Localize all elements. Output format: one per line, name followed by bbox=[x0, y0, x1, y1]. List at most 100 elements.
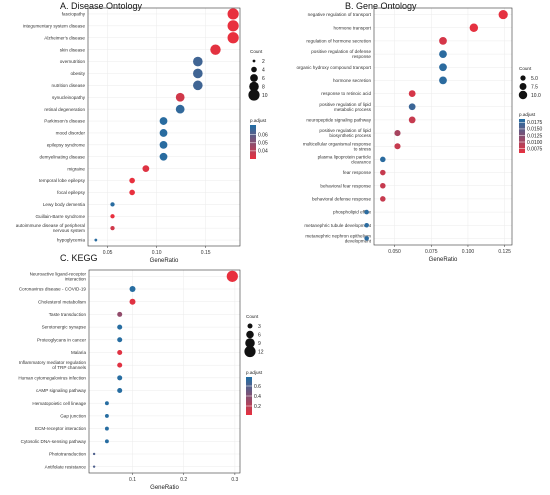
data-point bbox=[129, 189, 135, 196]
category-label: positive regulation of defense response bbox=[311, 49, 371, 59]
data-point bbox=[439, 63, 447, 72]
category-label: metanephric tubule development bbox=[304, 223, 371, 228]
category-label: hormone secretion bbox=[333, 78, 371, 83]
panel-title: C. KEGG bbox=[60, 253, 98, 263]
data-point bbox=[498, 9, 508, 20]
data-point bbox=[226, 270, 238, 282]
category-label: positive regulation of lipid biosynthetic… bbox=[319, 128, 371, 138]
category-label: regulation of hormone secretion bbox=[306, 39, 371, 44]
category-label: demyelinating disease bbox=[40, 154, 86, 159]
x-tick-label: 0.3 bbox=[231, 477, 238, 483]
data-point bbox=[117, 311, 123, 317]
data-point bbox=[117, 375, 123, 381]
count-legend-label: 2 bbox=[262, 59, 265, 65]
colorbar-tick-label: 0.6 bbox=[254, 384, 261, 390]
data-point bbox=[110, 214, 115, 219]
x-tick-label: 0.05 bbox=[103, 250, 113, 256]
data-point bbox=[92, 452, 96, 456]
category-label: Human cytomegalovirus infection bbox=[18, 375, 86, 380]
count-legend-dot bbox=[247, 323, 253, 329]
data-point bbox=[364, 236, 369, 241]
padjust-colorbar bbox=[250, 125, 256, 159]
data-point bbox=[129, 286, 136, 293]
padjust-legend-title: p.adjust bbox=[250, 118, 267, 123]
x-tick-label: 0.10 bbox=[152, 250, 162, 256]
data-point bbox=[117, 362, 123, 368]
data-point bbox=[104, 413, 109, 418]
x-tick-label: 0.075 bbox=[425, 249, 438, 255]
category-label: response to retinoic acid bbox=[321, 91, 371, 96]
data-point bbox=[227, 32, 239, 44]
count-legend-dot bbox=[249, 81, 259, 92]
colorbar-tick-label: 0.06 bbox=[258, 133, 268, 139]
count-legend-label: 10.0 bbox=[531, 93, 541, 99]
data-point bbox=[159, 152, 168, 161]
count-legend-label: 8 bbox=[262, 84, 265, 90]
padjust-colorbar bbox=[519, 119, 525, 153]
category-label: behavioral fear response bbox=[320, 183, 371, 188]
data-point bbox=[439, 50, 447, 58]
data-point bbox=[175, 104, 185, 114]
category-label: Parkinson's disease bbox=[44, 119, 85, 124]
data-point bbox=[380, 196, 386, 202]
category-label: multicellular organismal response to stre… bbox=[303, 141, 372, 151]
category-label: Guillain-Barre syndrome bbox=[35, 214, 85, 219]
count-legend-dot bbox=[519, 83, 527, 90]
category-label: plasma lipoprotein particle clearance bbox=[318, 154, 372, 164]
category-label: Lewy body dementia bbox=[43, 202, 86, 207]
x-tick-label: 0.100 bbox=[462, 249, 475, 255]
category-label: Taste transduction bbox=[49, 312, 87, 317]
category-label: Gap junction bbox=[60, 414, 86, 419]
category-label: negative regulation of transport bbox=[308, 12, 372, 17]
category-label: Cytosolic DNA-sensing pathway bbox=[21, 439, 87, 444]
colorbar-tick-label: 0.0150 bbox=[527, 127, 543, 133]
data-point bbox=[159, 129, 168, 137]
colorbar-tick-label: 0.2 bbox=[254, 404, 261, 410]
data-point bbox=[104, 426, 109, 431]
data-point bbox=[408, 116, 416, 124]
count-legend-dot bbox=[248, 89, 260, 101]
colorbar-tick-label: 0.0125 bbox=[527, 133, 543, 139]
plot-frame bbox=[88, 269, 241, 474]
data-point bbox=[129, 298, 136, 305]
count-legend-label: 4 bbox=[262, 67, 265, 73]
category-label: mood disorder bbox=[56, 131, 86, 136]
category-label: Proteoglycans in cancer bbox=[37, 337, 86, 342]
count-legend-label: 6 bbox=[262, 76, 265, 82]
category-label: fear response bbox=[343, 170, 372, 175]
count-legend-label: 10 bbox=[262, 93, 268, 99]
count-legend-dot bbox=[246, 330, 254, 339]
colorbar-tick-label: 0.4 bbox=[254, 394, 261, 400]
category-label: integumentary system disease bbox=[23, 23, 85, 28]
category-label: Cholesterol metabolism bbox=[38, 299, 86, 304]
x-axis-title: GeneRatio bbox=[150, 258, 179, 264]
data-point bbox=[193, 68, 203, 79]
data-point bbox=[159, 117, 168, 125]
count-legend-dot bbox=[244, 345, 256, 358]
data-point bbox=[104, 439, 109, 444]
data-point bbox=[380, 169, 386, 176]
count-legend-label: 5.0 bbox=[531, 76, 538, 82]
data-point bbox=[94, 238, 98, 242]
data-point bbox=[408, 90, 416, 97]
colorbar-tick-label: 0.0075 bbox=[527, 146, 543, 152]
count-legend-title: Count bbox=[519, 66, 532, 71]
colorbar-tick-label: 0.0100 bbox=[527, 140, 543, 146]
category-label: nutrition disease bbox=[52, 83, 86, 88]
category-label: Coronavirus disease - COVID-19 bbox=[19, 287, 87, 292]
colorbar-tick-label: 0.05 bbox=[258, 141, 268, 147]
plot-frame bbox=[373, 7, 513, 246]
category-label: positive regulation of lipid metabolic pr… bbox=[319, 102, 371, 112]
x-tick-label: 0.050 bbox=[388, 249, 401, 255]
data-point bbox=[469, 23, 479, 32]
plot-frame bbox=[87, 7, 241, 247]
count-legend-title: Count bbox=[250, 49, 263, 54]
data-point bbox=[380, 156, 386, 163]
data-point bbox=[129, 177, 135, 184]
category-label: migraine bbox=[67, 166, 85, 171]
category-label: Hematopoietic cell lineage bbox=[32, 401, 86, 406]
category-label: fasciopathy bbox=[62, 12, 86, 17]
count-legend-label: 9 bbox=[258, 341, 261, 347]
count-legend-label: 7.5 bbox=[531, 84, 538, 90]
